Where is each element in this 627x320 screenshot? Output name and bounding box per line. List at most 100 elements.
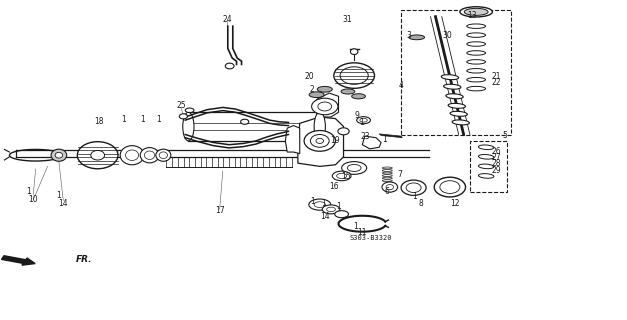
Text: 1: 1 bbox=[156, 115, 161, 124]
Ellipse shape bbox=[159, 152, 167, 158]
Ellipse shape bbox=[466, 24, 485, 28]
Ellipse shape bbox=[435, 177, 465, 197]
Text: 30: 30 bbox=[443, 31, 452, 40]
Text: 1: 1 bbox=[321, 198, 326, 207]
Text: 26: 26 bbox=[492, 147, 501, 156]
Text: 1: 1 bbox=[121, 115, 125, 124]
Text: 1: 1 bbox=[56, 191, 61, 200]
Text: 19: 19 bbox=[330, 136, 340, 145]
Ellipse shape bbox=[156, 149, 171, 161]
Ellipse shape bbox=[382, 182, 398, 192]
Ellipse shape bbox=[140, 148, 159, 163]
Ellipse shape bbox=[466, 86, 485, 91]
Ellipse shape bbox=[478, 174, 494, 178]
Ellipse shape bbox=[340, 67, 368, 84]
Ellipse shape bbox=[304, 131, 335, 151]
Ellipse shape bbox=[409, 35, 424, 40]
Ellipse shape bbox=[338, 128, 349, 135]
Text: 4: 4 bbox=[399, 81, 404, 90]
Ellipse shape bbox=[335, 211, 349, 218]
Text: 11: 11 bbox=[357, 228, 367, 237]
Text: 1: 1 bbox=[310, 197, 315, 206]
Bar bbox=[401, 10, 510, 134]
Text: 1: 1 bbox=[354, 222, 359, 231]
Text: 20: 20 bbox=[305, 72, 315, 81]
Ellipse shape bbox=[327, 207, 335, 212]
Ellipse shape bbox=[466, 77, 485, 82]
Text: 31: 31 bbox=[342, 15, 352, 24]
Ellipse shape bbox=[341, 89, 355, 94]
Ellipse shape bbox=[446, 94, 463, 99]
Ellipse shape bbox=[382, 170, 393, 172]
Ellipse shape bbox=[241, 119, 249, 124]
Ellipse shape bbox=[401, 180, 426, 196]
Ellipse shape bbox=[125, 150, 139, 160]
Text: 1: 1 bbox=[359, 118, 364, 127]
Text: 23: 23 bbox=[361, 132, 370, 140]
Text: 5: 5 bbox=[502, 131, 507, 140]
FancyArrow shape bbox=[1, 256, 35, 265]
Ellipse shape bbox=[352, 94, 366, 99]
Ellipse shape bbox=[448, 103, 465, 108]
Ellipse shape bbox=[466, 33, 485, 37]
Ellipse shape bbox=[466, 60, 485, 64]
Text: 13: 13 bbox=[468, 11, 477, 20]
Bar bbox=[188, 112, 320, 141]
Ellipse shape bbox=[360, 118, 367, 122]
Text: 6: 6 bbox=[385, 188, 390, 196]
Ellipse shape bbox=[337, 173, 347, 179]
Ellipse shape bbox=[478, 155, 494, 159]
Text: FR.: FR. bbox=[76, 255, 92, 264]
Ellipse shape bbox=[225, 63, 234, 69]
Text: 14: 14 bbox=[58, 198, 68, 207]
Text: 22: 22 bbox=[492, 78, 501, 87]
Text: 12: 12 bbox=[450, 198, 460, 207]
Text: 18: 18 bbox=[94, 116, 103, 126]
Text: 16: 16 bbox=[329, 182, 339, 191]
Ellipse shape bbox=[309, 92, 324, 98]
Text: 2: 2 bbox=[310, 85, 315, 94]
Ellipse shape bbox=[314, 202, 325, 207]
Polygon shape bbox=[379, 134, 403, 138]
Ellipse shape bbox=[55, 152, 63, 158]
Ellipse shape bbox=[478, 164, 494, 169]
Ellipse shape bbox=[450, 111, 467, 116]
Polygon shape bbox=[298, 117, 344, 166]
Text: 8: 8 bbox=[419, 198, 423, 207]
Text: 3: 3 bbox=[406, 31, 411, 40]
Text: 1: 1 bbox=[140, 115, 144, 124]
Ellipse shape bbox=[317, 86, 332, 92]
Ellipse shape bbox=[318, 102, 332, 111]
Ellipse shape bbox=[464, 8, 488, 15]
Ellipse shape bbox=[441, 75, 458, 80]
Ellipse shape bbox=[309, 199, 330, 210]
Text: 1: 1 bbox=[382, 135, 387, 144]
Ellipse shape bbox=[144, 151, 155, 159]
Ellipse shape bbox=[310, 134, 329, 147]
Ellipse shape bbox=[332, 171, 351, 181]
Ellipse shape bbox=[314, 112, 325, 141]
Ellipse shape bbox=[382, 180, 393, 182]
Ellipse shape bbox=[357, 117, 371, 124]
Ellipse shape bbox=[350, 49, 358, 54]
Polygon shape bbox=[362, 136, 381, 149]
Text: 29: 29 bbox=[492, 166, 501, 175]
Ellipse shape bbox=[77, 142, 118, 169]
Ellipse shape bbox=[120, 146, 144, 165]
Ellipse shape bbox=[460, 7, 492, 17]
Ellipse shape bbox=[443, 84, 461, 89]
Ellipse shape bbox=[466, 68, 485, 73]
Ellipse shape bbox=[382, 172, 393, 174]
Ellipse shape bbox=[466, 51, 485, 55]
Ellipse shape bbox=[382, 167, 393, 169]
Ellipse shape bbox=[179, 114, 187, 119]
Text: 1: 1 bbox=[336, 202, 341, 211]
Text: 7: 7 bbox=[398, 170, 403, 179]
Text: S303-B3320: S303-B3320 bbox=[350, 235, 393, 241]
Text: 25: 25 bbox=[176, 101, 186, 110]
Ellipse shape bbox=[342, 162, 367, 174]
Ellipse shape bbox=[382, 175, 393, 177]
Ellipse shape bbox=[452, 120, 470, 125]
Text: 10: 10 bbox=[28, 195, 38, 204]
Ellipse shape bbox=[316, 138, 324, 143]
